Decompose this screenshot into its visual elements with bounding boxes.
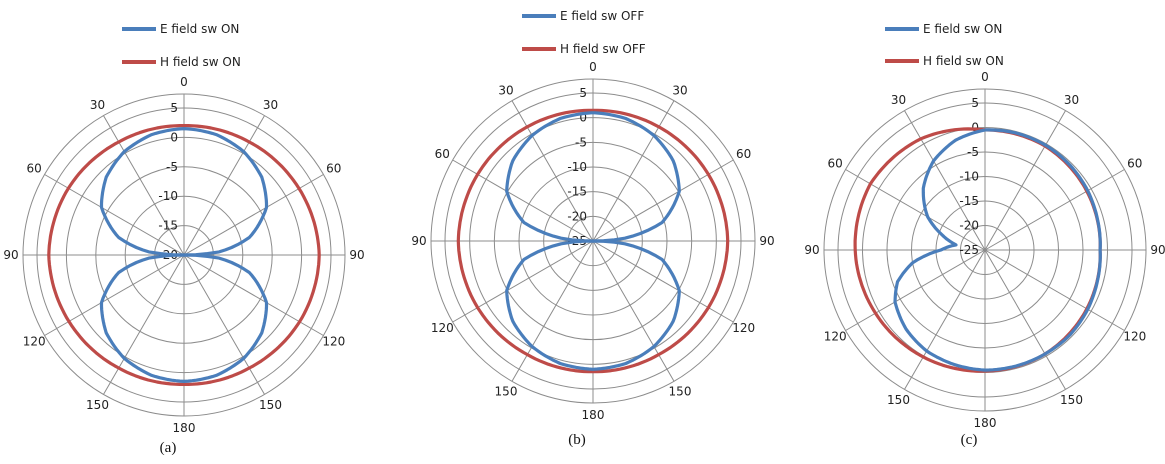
- angle-tick-label: 0: [180, 75, 188, 89]
- angle-tick-label: 180: [173, 421, 196, 435]
- panel-caption: (c): [961, 432, 978, 448]
- angle-tick-label: 90: [3, 248, 18, 262]
- angle-tick-label: 60: [1127, 157, 1142, 171]
- angle-tick-label: 30: [672, 83, 687, 97]
- angle-tick-label: 150: [259, 398, 282, 412]
- ring-tick-label: 5: [170, 101, 178, 115]
- ring-tick-label: -5: [166, 160, 178, 174]
- legend-entry: E field sw OFF: [560, 9, 644, 23]
- legend-entry: H field sw OFF: [560, 42, 646, 56]
- legend-entry: E field sw ON: [160, 22, 239, 36]
- angle-tick-label: 180: [974, 416, 997, 430]
- angle-tick-label: 180: [582, 408, 605, 422]
- ring-tick-label: 5: [971, 96, 979, 110]
- panel-caption: (a): [160, 440, 177, 456]
- legend-entry: H field sw ON: [160, 55, 241, 69]
- angle-tick-label: 120: [1123, 330, 1146, 344]
- ring-tick-label: -10: [959, 170, 979, 184]
- angle-tick-label: 30: [1064, 93, 1079, 107]
- grid-spoke: [184, 175, 323, 256]
- angle-tick-label: 60: [326, 162, 341, 176]
- angle-tick-label: 0: [589, 60, 597, 74]
- angle-tick-label: 60: [828, 157, 843, 171]
- angle-tick-label: 60: [435, 147, 450, 161]
- angle-tick-label: 30: [90, 98, 105, 112]
- grid-spoke: [184, 255, 323, 336]
- grid-spoke: [45, 255, 184, 336]
- angle-tick-label: 90: [349, 248, 364, 262]
- legend-entry: E field sw ON: [923, 22, 1002, 36]
- angle-tick-label: 30: [498, 83, 513, 97]
- ring-tick-label: 5: [579, 86, 587, 100]
- ring-tick-label: -25: [959, 243, 979, 257]
- angle-tick-label: 150: [86, 398, 109, 412]
- angle-tick-label: 30: [263, 98, 278, 112]
- legend-entry: H field sw ON: [923, 54, 1004, 68]
- ring-tick-label: -15: [959, 194, 979, 208]
- angle-tick-label: 150: [1060, 393, 1083, 407]
- ring-tick-label: 0: [170, 130, 178, 144]
- angle-tick-label: 90: [759, 234, 774, 248]
- ring-tick-label: -5: [967, 145, 979, 159]
- angle-tick-label: 120: [322, 335, 345, 349]
- angle-tick-label: 90: [804, 243, 819, 257]
- ring-tick-label: -20: [567, 209, 587, 223]
- angle-tick-label: 60: [736, 147, 751, 161]
- ring-tick-label: -5: [575, 135, 587, 149]
- angle-tick-label: 30: [891, 93, 906, 107]
- angle-tick-label: 90: [411, 234, 426, 248]
- grid-spoke: [45, 175, 184, 256]
- ring-tick-label: -10: [567, 160, 587, 174]
- angle-tick-label: 150: [495, 385, 518, 399]
- angle-tick-label: 120: [732, 321, 755, 335]
- ring-tick-label: -15: [567, 185, 587, 199]
- angle-tick-label: 120: [431, 321, 454, 335]
- angle-tick-label: 120: [23, 335, 46, 349]
- angle-tick-label: 150: [887, 393, 910, 407]
- panel-caption: (b): [568, 432, 586, 448]
- angle-tick-label: 0: [981, 70, 989, 84]
- angle-tick-label: 120: [824, 330, 847, 344]
- angle-tick-label: 150: [669, 385, 692, 399]
- ring-tick-label: -20: [959, 219, 979, 233]
- ring-tick-label: -10: [158, 189, 178, 203]
- angle-tick-label: 60: [27, 162, 42, 176]
- ring-tick-label: -15: [158, 219, 178, 233]
- angle-tick-label: 90: [1150, 243, 1165, 257]
